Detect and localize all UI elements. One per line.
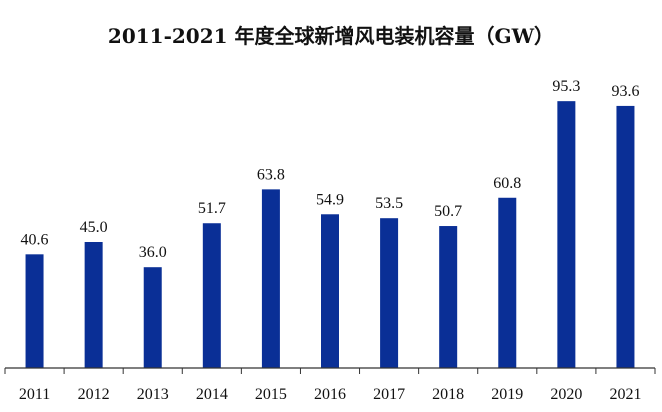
value-label-2014: 51.7	[198, 200, 226, 217]
tick-label-2018: 2018	[432, 386, 464, 403]
value-label-2011: 40.6	[21, 231, 49, 248]
tick-label-2011: 2011	[19, 386, 50, 403]
tick-label-2016: 2016	[314, 386, 346, 403]
bar-2017	[380, 218, 399, 368]
value-label-2013: 36.0	[139, 244, 167, 261]
x-ticks-group	[4, 368, 656, 374]
bar-2014	[202, 223, 221, 368]
value-label-2012: 45.0	[80, 219, 108, 236]
value-label-2021: 93.6	[611, 83, 639, 100]
value-labels-group: 40.6 45.0 36.0 51.7 63.8 54.9 53.5 50.7 60.8 95.3…	[21, 78, 640, 261]
bar-2019	[498, 197, 517, 368]
tick-label-2021: 2021	[609, 386, 641, 403]
value-label-2016: 54.9	[316, 191, 344, 208]
bar-2016	[321, 214, 339, 368]
bar-2011	[25, 254, 44, 368]
value-label-2017: 53.5	[375, 195, 403, 212]
value-label-2020: 95.3	[552, 78, 580, 95]
bar-2012	[84, 242, 103, 368]
tick-label-2013: 2013	[137, 386, 169, 403]
value-label-2019: 60.8	[493, 175, 521, 192]
tick-label-2020: 2020	[550, 386, 582, 403]
bar-2020	[557, 101, 576, 368]
chart-title: 2011-2021 年度全球新增风电装机容量（GW）	[108, 24, 554, 48]
value-label-2018: 50.7	[434, 203, 462, 220]
bars-group	[25, 101, 635, 369]
bar-2015	[261, 189, 280, 368]
tick-label-2014: 2014	[196, 386, 228, 403]
bar-2018	[439, 226, 458, 368]
tick-label-2017: 2017	[373, 386, 405, 403]
bar-2013	[143, 267, 162, 368]
tick-label-2019: 2019	[491, 386, 523, 403]
tick-label-2015: 2015	[255, 386, 287, 403]
x-tick-labels-group: 2011 2012 2013 2014 2015 2016 2017 2018 2019 2020…	[19, 386, 642, 403]
value-label-2015: 63.8	[257, 166, 285, 183]
tick-label-2012: 2012	[78, 386, 110, 403]
bar-2021	[616, 105, 635, 369]
